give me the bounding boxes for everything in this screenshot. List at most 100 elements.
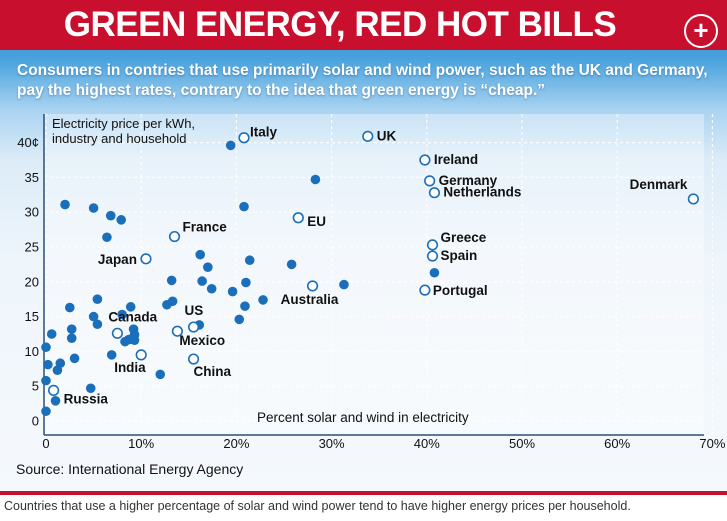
point-label-eu: EU [307, 214, 326, 229]
data-point [85, 383, 96, 394]
point-label-italy: Italy [250, 125, 278, 140]
point-label-china: China [194, 364, 232, 379]
point-label-india: India [114, 360, 146, 375]
data-point [117, 309, 127, 320]
data-point [106, 350, 117, 360]
data-point [155, 369, 166, 380]
data-point [241, 277, 251, 288]
data-point [129, 335, 140, 346]
labeled-point-australia [306, 280, 319, 292]
labeled-point-india [135, 349, 147, 361]
y-tick-label: 10 [25, 344, 39, 359]
headline: GREEN ENERGY, RED HOT BILLS [63, 5, 617, 44]
point-label-germany: Germany [439, 173, 498, 188]
labeled-point-denmark [687, 193, 699, 205]
title-banner: GREEN ENERGY, RED HOT BILLS + [0, 0, 727, 50]
data-point [105, 210, 116, 221]
data-point [166, 275, 177, 286]
labeled-point-ireland [419, 154, 431, 166]
labeled-point-japan [140, 253, 152, 265]
infographic: GREEN ENERGY, RED HOT BILLS + Consumers … [0, 0, 727, 491]
y-tick-label: 15 [25, 309, 39, 324]
data-point [162, 299, 172, 310]
data-point [195, 249, 206, 260]
data-point [240, 301, 250, 311]
photo-caption: Countries that use a higher percentage o… [4, 499, 631, 513]
data-point [227, 286, 238, 297]
plot-background [44, 114, 704, 435]
data-point [41, 406, 51, 417]
data-point [69, 353, 80, 364]
data-point [286, 259, 297, 270]
plus-circle-icon[interactable]: + [684, 14, 718, 48]
point-label-us: US [185, 303, 204, 318]
y-tick-label: 5 [32, 379, 39, 394]
y-tick-label: 25 [25, 240, 39, 255]
data-point [197, 276, 207, 286]
data-point [102, 232, 112, 243]
labeled-point-canada [111, 327, 123, 339]
x-tick-label: 10% [128, 436, 154, 451]
data-point [339, 279, 349, 290]
x-tick-label: 60% [604, 436, 630, 451]
data-point [88, 311, 99, 322]
data-point [258, 295, 268, 305]
scatter-chart: 0 10% 20% 30% 40% 50% 60% 70% 0 5 10 15 20 25 30 35 40¢ E… [17, 114, 726, 451]
y-axis-title: industry and household [52, 131, 186, 146]
x-tick-label: 50% [509, 436, 535, 451]
data-point [234, 314, 245, 325]
labeled-point-mexico [171, 325, 183, 337]
data-point [203, 262, 213, 272]
data-point [50, 396, 61, 406]
caption-divider [0, 491, 727, 495]
point-label-greece: Greece [441, 230, 487, 245]
data-point [125, 302, 136, 312]
data-point [66, 333, 77, 343]
point-label-japan: Japan [98, 252, 137, 267]
source-note: Source: International Energy Agency [16, 461, 244, 477]
data-point [92, 319, 103, 330]
axes: 0 10% 20% 30% 40% 50% 60% 70% 0 5 10 15 20 25 30 35 40¢ E… [17, 114, 726, 451]
x-tick-label: 20% [223, 436, 249, 451]
y-tick-label: 20 [25, 274, 39, 289]
data-point [92, 294, 103, 305]
labeled-point-uk [362, 130, 374, 142]
y-axis-title: Electricity price per kWh, [52, 116, 195, 131]
data-point [206, 283, 217, 294]
data-point [120, 336, 130, 347]
labeled-point-portugal [419, 284, 431, 296]
data-point [429, 267, 440, 278]
point-label-russia: Russia [64, 391, 109, 406]
labeled-point-greece [426, 239, 439, 251]
point-label-canada: Canada [108, 309, 157, 324]
labeled-point-eu [292, 212, 304, 224]
point-label-portugal: Portugal [433, 283, 488, 298]
data-point [116, 215, 127, 225]
x-tick-label: 40% [414, 436, 440, 451]
labeled-point-russia [48, 384, 60, 396]
gridlines [44, 114, 714, 435]
labeled-point-us [187, 321, 200, 333]
labeled-point-spain [426, 250, 439, 262]
x-tick-label: 30% [319, 436, 345, 451]
x-axis-title: Percent solar and wind in electricity [257, 410, 469, 425]
y-tick-label: 35 [25, 170, 39, 185]
data-point [244, 255, 255, 266]
point-label-netherlands: Netherlands [443, 185, 521, 200]
point-label-france: France [183, 220, 228, 235]
data-point [66, 324, 77, 334]
data-point [60, 199, 70, 210]
labeled-point-germany [424, 175, 436, 187]
y-tick-label: 30 [25, 205, 39, 220]
point-label-spain: Spain [441, 248, 478, 263]
point-label-denmark: Denmark [630, 177, 688, 192]
subtitle: Consumers in contries that use primarily… [17, 62, 708, 99]
y-tick-label: 0 [32, 414, 39, 429]
data-point [41, 342, 51, 353]
data-point [41, 375, 51, 386]
data-point [310, 174, 321, 185]
labeled-point-france [168, 230, 181, 243]
y-tick-label: 40¢ [17, 135, 39, 150]
data-point [43, 359, 53, 370]
point-label-ireland: Ireland [434, 152, 478, 167]
